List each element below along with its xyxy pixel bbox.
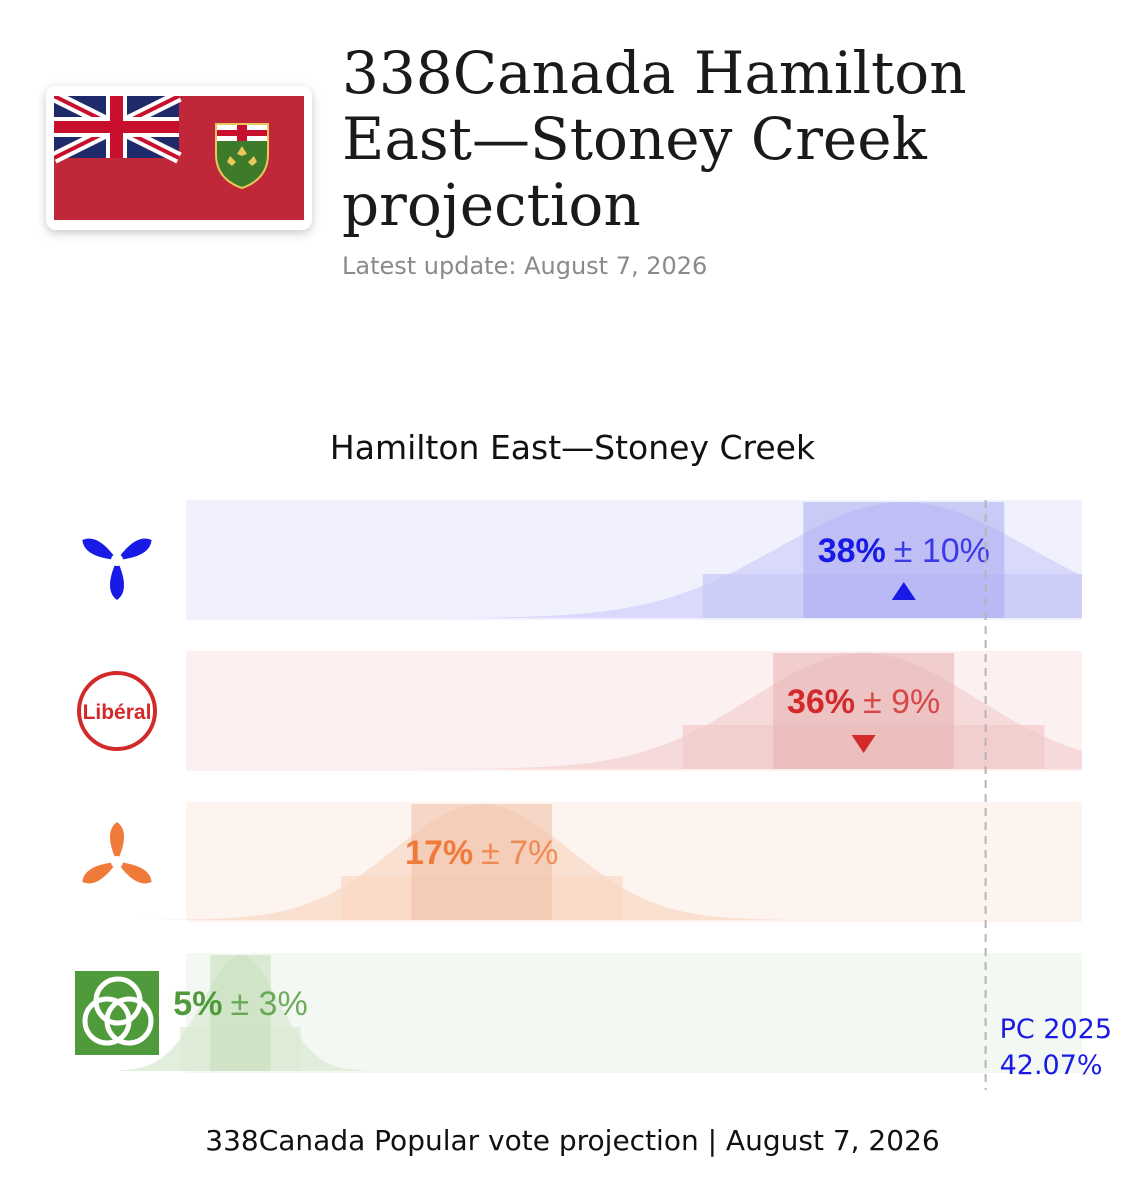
reference-label-line1: PC 2025 (1000, 1014, 1112, 1045)
ontario-flag-icon (54, 96, 304, 220)
green-value: 5% (173, 985, 222, 1023)
liberal-trend-down-icon (851, 735, 876, 753)
series-liberal: 36% ± 9% Libéral (77, 651, 1082, 771)
liberal-moe: ± 9% (863, 683, 940, 721)
series-green: 5% ± 3% (75, 953, 1082, 1073)
projection-chart: 38% ± 10% 36% ± 9% Libéral 17% ± 7% 5% ± 3% PC 20… (75, 500, 1112, 1090)
green-range-inner (210, 955, 271, 1071)
latest-update: Latest update: August 7, 2026 (342, 252, 708, 280)
pc-trillium-icon (82, 538, 152, 600)
svg-text:Libéral: Libéral (83, 701, 152, 724)
ndp-moe: ± 7% (481, 834, 558, 872)
ndp-range-inner (411, 804, 553, 920)
green-value-label: 5% ± 3% (173, 985, 307, 1023)
chart-title: Hamilton East—Stoney Creek (329, 428, 816, 467)
page-title: 338Canada Hamilton East—Stoney Creek pro… (342, 39, 967, 239)
pc-moe: ± 10% (894, 532, 990, 570)
pc-value-label: 38% ± 10% (818, 532, 990, 570)
liberal-logo-icon: Libéral (77, 671, 157, 751)
ndp-value: 17% (405, 834, 473, 872)
pc-value: 38% (818, 532, 886, 570)
reference-label-line2: 42.07% (1000, 1050, 1103, 1081)
footer-caption: 338Canada Popular vote projection | Augu… (205, 1124, 940, 1157)
green-party-icon (75, 971, 159, 1055)
green-moe: ± 3% (230, 985, 307, 1023)
series-ndp: 17% ± 7% (82, 802, 1082, 922)
ndp-value-label: 17% ± 7% (405, 834, 558, 872)
pc-trend-up-icon (891, 582, 916, 600)
flag-frame (46, 86, 312, 230)
green-band (186, 953, 1082, 1073)
series-pc: 38% ± 10% (82, 500, 1082, 620)
liberal-value: 36% (787, 683, 855, 721)
ndp-trillium-icon (82, 822, 152, 884)
liberal-value-label: 36% ± 9% (787, 683, 940, 721)
